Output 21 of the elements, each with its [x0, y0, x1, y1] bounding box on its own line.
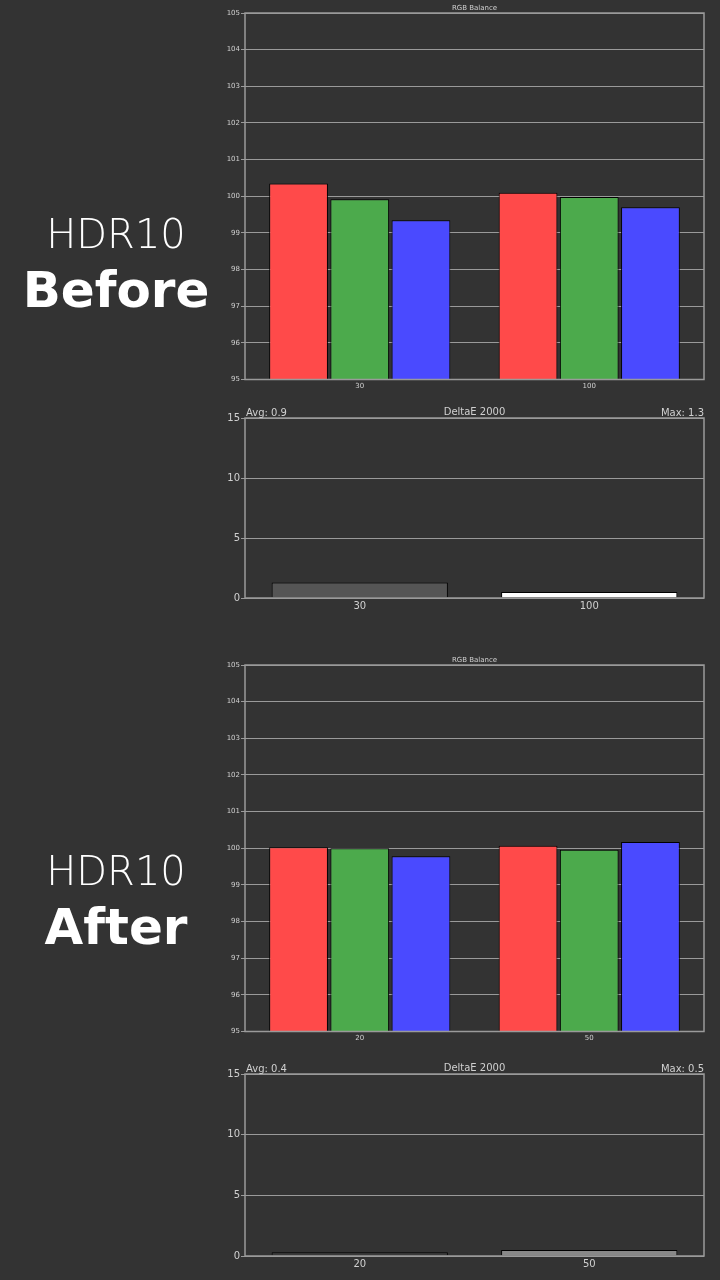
text: Before [21, 260, 211, 320]
text: Max: 0.5 [660, 1062, 704, 1074]
text: Max: 1.3 [660, 406, 704, 418]
y-tick-label: 5 [233, 531, 240, 543]
text: After [43, 897, 189, 957]
text: Avg: 0.4 [246, 1062, 287, 1074]
y-tick-label: 15 [227, 411, 240, 423]
x-tick-label: 50 [582, 1257, 596, 1269]
x-tick-label: 20 [353, 1257, 367, 1269]
y-tick-label: 5 [233, 1188, 240, 1200]
text: Avg: 0.9 [246, 406, 287, 418]
y-tick-label: 10 [227, 1128, 240, 1140]
text: HDR10 [46, 848, 186, 894]
y-tick-label: 0 [233, 1249, 240, 1261]
chart-title: DeltaE 2000 [443, 1061, 506, 1073]
chart-title: DeltaE 2000 [443, 405, 506, 417]
y-tick-label: 10 [227, 471, 240, 483]
text: HDR10 [45, 210, 187, 259]
y-tick-label: 0 [233, 591, 240, 603]
y-tick-label: 15 [227, 1067, 240, 1079]
x-tick-label: 30 [353, 599, 367, 611]
